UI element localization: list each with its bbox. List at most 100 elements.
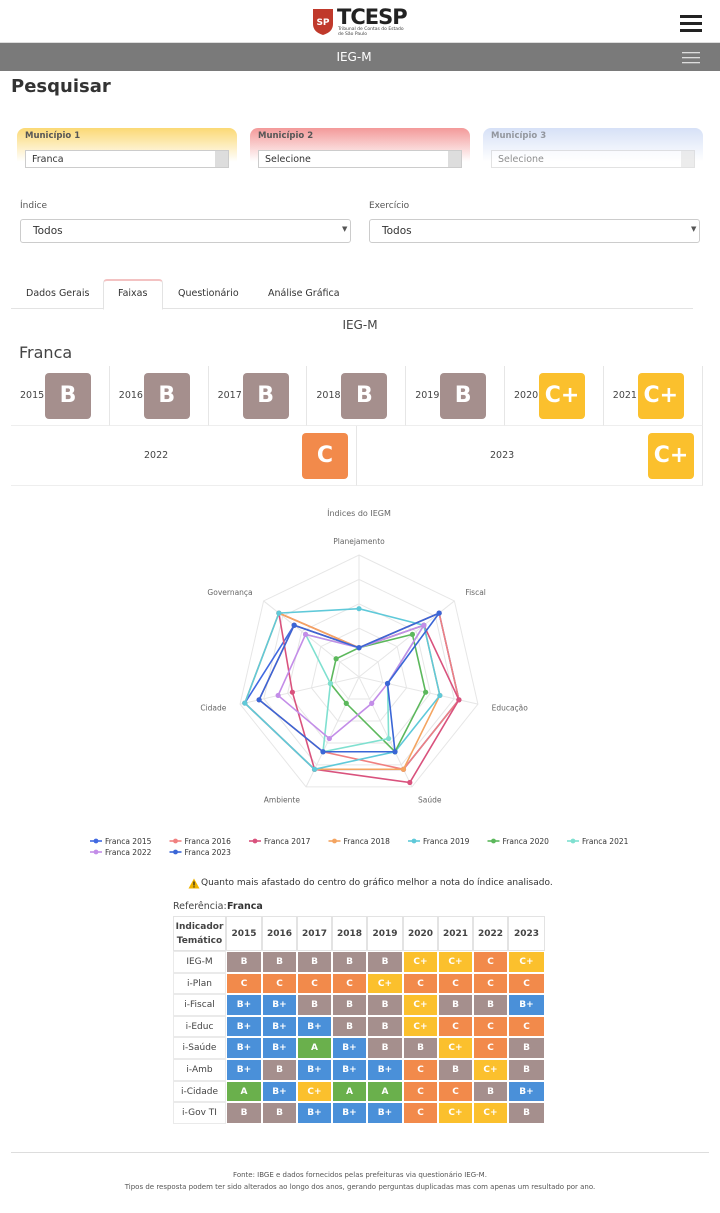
- legend-label: Franca 2017: [264, 837, 311, 846]
- row-label: i-Gov TI: [173, 1102, 226, 1124]
- faixa-badge: B: [45, 373, 91, 419]
- faixa-cell: [406, 366, 505, 426]
- axis-label: Governança: [207, 588, 252, 597]
- series-marker: [311, 766, 318, 772]
- municipio-select[interactable]: Selecione: [258, 150, 462, 168]
- grade-cell: B: [332, 994, 367, 1016]
- grade-cell: B: [262, 1102, 297, 1124]
- legend-label: Franca 2019: [423, 837, 470, 846]
- series-line: [329, 633, 427, 754]
- row-label: i-Cidade: [173, 1080, 226, 1103]
- grade-cell: C: [473, 972, 508, 995]
- municipio-select[interactable]: Selecione: [491, 150, 695, 168]
- series-marker: [242, 700, 248, 706]
- filter-label: Exercício: [369, 201, 410, 211]
- table-header: 2019: [367, 916, 403, 951]
- grade-cell: B: [367, 951, 403, 973]
- faixa-badge: C+: [637, 373, 684, 419]
- faixa-year: 2020: [514, 390, 539, 401]
- municipio-label: Município 1: [25, 131, 81, 141]
- radar-chart: Índices do IEGM Planejamento Fiscal Educaçã…: [90, 507, 629, 857]
- grade-cell: B: [403, 1037, 438, 1059]
- legend-marker: [570, 838, 576, 844]
- legend-label: Franca 2018: [344, 837, 391, 846]
- tab[interactable]: Análise Gráfica: [268, 288, 340, 299]
- series-marker: [369, 700, 375, 706]
- municipio-select[interactable]: Franca: [25, 150, 229, 168]
- table-header: 2016: [262, 916, 297, 951]
- grade-cell: B+: [332, 1037, 367, 1059]
- faixa-cell: [208, 366, 308, 426]
- legend-marker: [491, 838, 496, 844]
- axis-label: Planejamento: [333, 537, 385, 546]
- series-marker: [456, 697, 462, 703]
- faixa-badge: C+: [648, 433, 694, 479]
- series-marker: [326, 735, 332, 742]
- series-marker: [275, 692, 281, 699]
- table-header: 2015: [226, 916, 262, 951]
- series-marker: [276, 610, 282, 616]
- axis-label: Cidade: [200, 703, 226, 712]
- faixa-year: 2023: [490, 450, 515, 461]
- row-label: i-Saúde: [173, 1037, 226, 1059]
- top-header: [0, 0, 720, 43]
- nav-title: IEG-M: [336, 50, 372, 64]
- grade-cell: B+: [367, 1059, 403, 1081]
- series-marker: [437, 692, 443, 699]
- grade-cell: A: [367, 1080, 403, 1103]
- filter-select[interactable]: Todos: [20, 219, 351, 243]
- grade-cell: C+: [438, 1102, 473, 1124]
- legend-label: Franca 2023: [185, 848, 232, 857]
- legend-label: Franca 2015: [105, 837, 152, 846]
- grade-cell: B: [226, 1102, 262, 1124]
- nav-toggle[interactable]: [682, 51, 700, 64]
- series-marker: [409, 631, 416, 638]
- row-label: i-Fiscal: [173, 994, 226, 1016]
- grade-cell: B+: [297, 1102, 332, 1124]
- faixa-badge: B: [242, 373, 289, 419]
- table-header: 2022: [473, 916, 508, 951]
- grade-cell: B: [473, 1080, 508, 1103]
- section-title: IEG-M: [342, 318, 378, 332]
- grade-cell: B+: [508, 1080, 545, 1103]
- footer-note: Tipos de resposta podem ter sido alterad…: [124, 1183, 596, 1191]
- faixa-cell: [11, 366, 110, 426]
- table-header: 2021: [438, 916, 473, 951]
- tab[interactable]: Faixas: [118, 288, 148, 299]
- filter-select[interactable]: Todos: [369, 219, 700, 243]
- table-header: Indicador Temático: [173, 916, 226, 951]
- faixa-year: 2018: [316, 390, 341, 401]
- reference-label: Referência:: [173, 901, 227, 912]
- grade-cell: B: [367, 1037, 403, 1059]
- tab[interactable]: Dados Gerais: [26, 288, 90, 299]
- tab[interactable]: Questionário: [178, 288, 239, 299]
- series-marker: [333, 656, 339, 662]
- series-marker: [386, 735, 392, 742]
- legend-label: Franca 2021: [582, 837, 629, 846]
- axis-label: Ambiente: [264, 796, 301, 805]
- faixa-badge: B: [341, 373, 388, 419]
- row-label: i-Educ: [173, 1015, 226, 1038]
- grade-cell: B+: [332, 1102, 367, 1124]
- grade-cell: B+: [262, 1080, 297, 1103]
- grade-cell: B: [297, 951, 332, 973]
- grade-cell: B: [508, 1102, 545, 1124]
- series-line: [277, 623, 426, 740]
- grade-cell: B: [262, 1059, 297, 1081]
- chart-title: Índices do IEGM: [327, 507, 391, 518]
- menu-button[interactable]: [680, 13, 702, 33]
- grade-cell: B+: [226, 1015, 262, 1038]
- grade-cell: B+: [262, 994, 297, 1016]
- grade-cell: C+: [438, 951, 473, 973]
- grade-cell: B: [367, 994, 403, 1016]
- faixa-year: 2016: [118, 390, 143, 401]
- series-marker: [392, 749, 398, 755]
- grade-cell: C+: [367, 972, 403, 995]
- grade-cell: C: [403, 972, 438, 995]
- grade-cell: C+: [403, 994, 438, 1016]
- grade-cell: B+: [508, 994, 545, 1016]
- grade-cell: B: [473, 994, 508, 1016]
- logo-text: TCESP: [337, 5, 408, 29]
- legend-label: Franca 2022: [105, 848, 152, 857]
